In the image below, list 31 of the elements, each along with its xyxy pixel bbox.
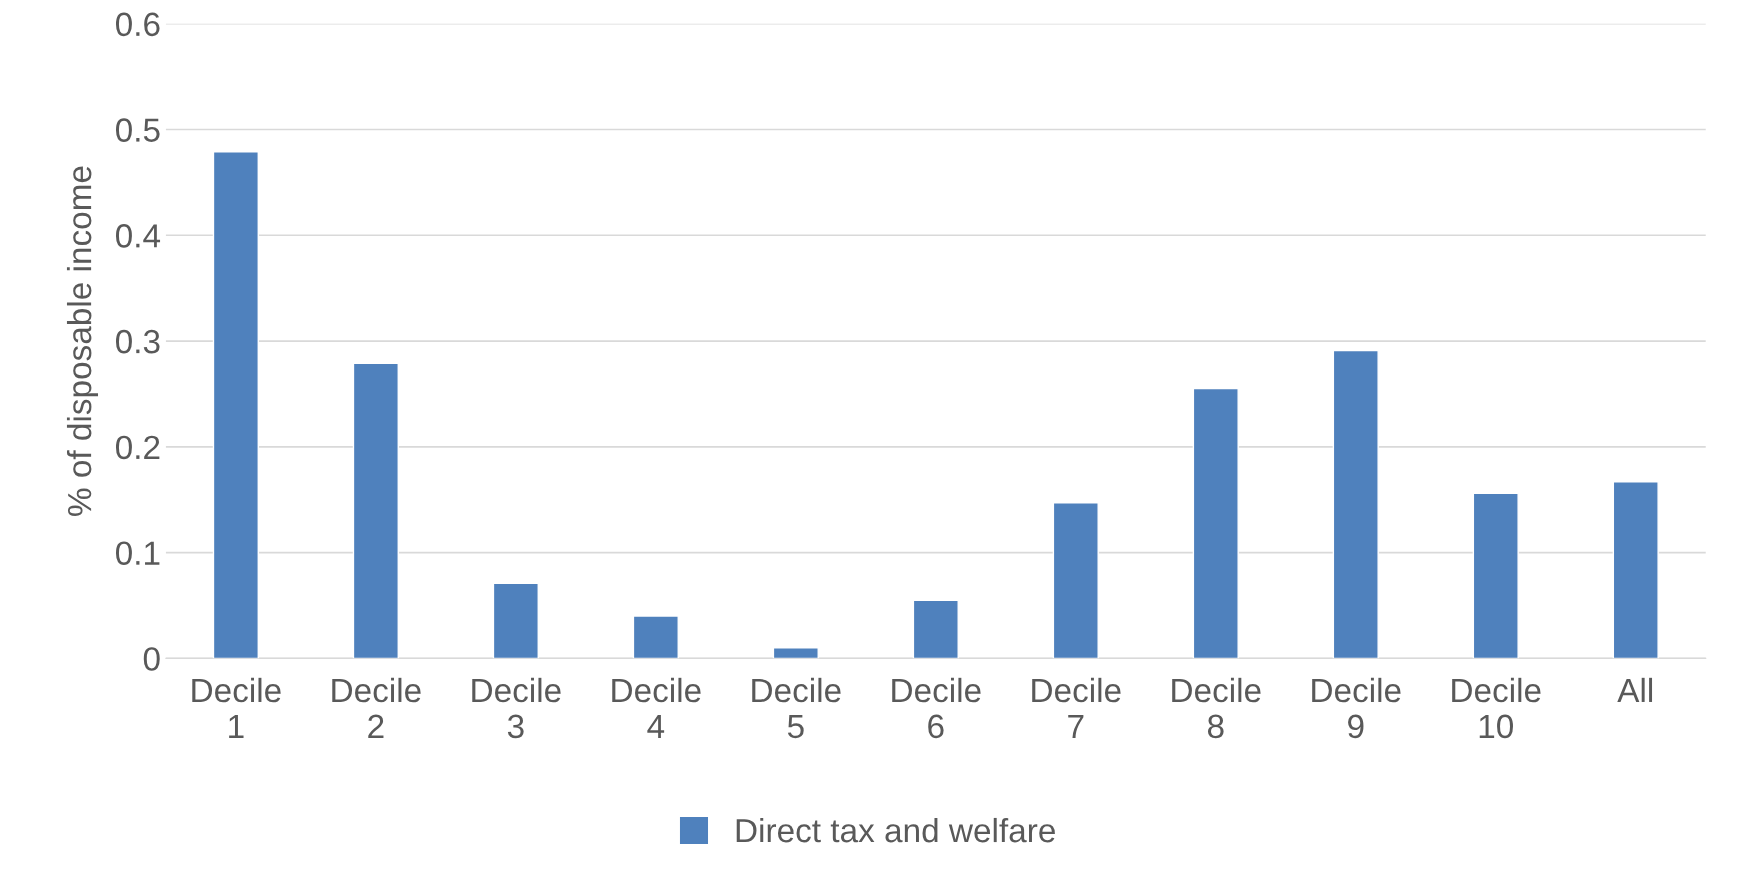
- bar: [912, 599, 959, 659]
- bar: [632, 615, 679, 659]
- bar: [352, 362, 399, 659]
- x-tick-label: Decile 2: [332, 677, 421, 738]
- bar: [212, 151, 259, 659]
- y-tick-label: 0.2: [115, 435, 160, 460]
- x-tick-label: Decile 5: [752, 677, 841, 739]
- x-tick-label: Decile 8: [1172, 677, 1261, 739]
- bar: [1472, 492, 1519, 659]
- x-tick-label: Decile 6: [892, 677, 981, 739]
- bar: [1052, 502, 1099, 659]
- x-tick-label: Decile 9: [1312, 677, 1401, 739]
- legend-label: Direct tax and welfare: [736, 817, 1055, 843]
- x-tick-label: Decile 10: [1452, 677, 1541, 739]
- x-tick-label: All: [1617, 677, 1653, 702]
- bar: [1332, 349, 1379, 659]
- y-tick-label: 0.1: [115, 541, 160, 565]
- y-axis-title: % of disposable income: [66, 166, 99, 516]
- x-tick-label: Decile 4: [612, 677, 701, 738]
- y-tick-label: 0: [143, 647, 160, 671]
- bar: [492, 582, 539, 659]
- bar: [1192, 387, 1239, 659]
- y-tick-label: 0.5: [115, 118, 160, 142]
- bar: [1612, 481, 1659, 659]
- x-tick-label: Decile 3: [472, 677, 561, 739]
- x-tick-label: Decile 1: [192, 677, 281, 738]
- y-tick-label: 0.4: [115, 224, 161, 248]
- x-tick-label: Decile 7: [1032, 677, 1121, 738]
- y-tick-label: 0.3: [115, 329, 160, 354]
- y-tick-label: 0.6: [115, 12, 160, 37]
- bar: [772, 647, 819, 659]
